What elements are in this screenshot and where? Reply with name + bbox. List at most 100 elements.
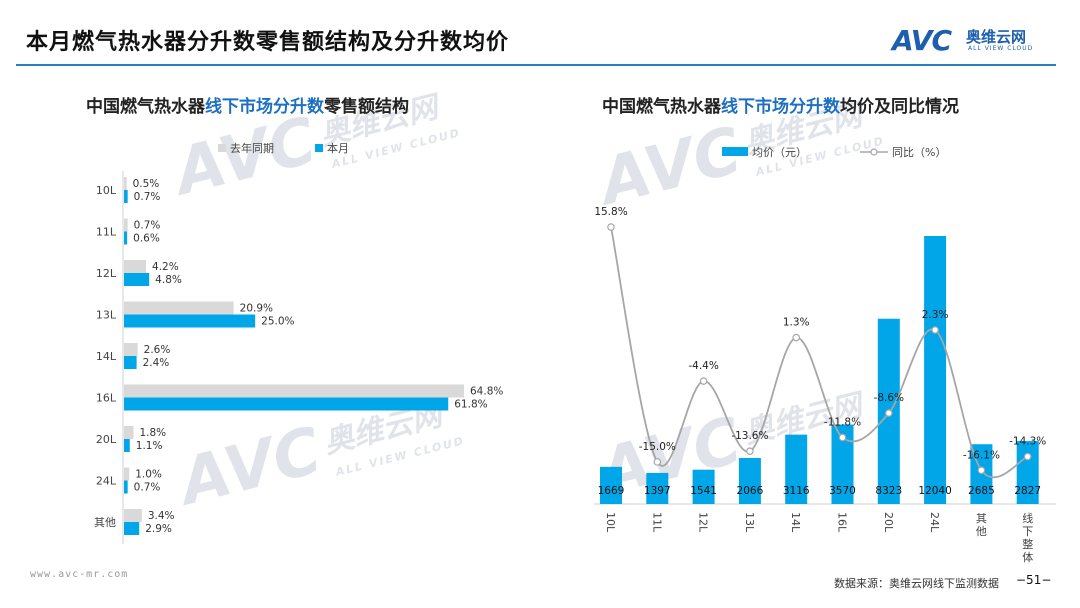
data-label-avg-price: 1541: [690, 485, 717, 497]
right-chart-title: 中国燃气热水器线下市场分升数均价及同比情况: [602, 92, 959, 117]
data-label-avg-price: 3116: [783, 485, 810, 497]
yoy-marker: [838, 433, 847, 442]
data-label-avg-price: 3570: [829, 485, 856, 497]
left-category-label: 其他: [94, 516, 116, 529]
data-label-this-month: 25.0%: [261, 316, 294, 328]
data-label-this-month: 4.8%: [155, 274, 182, 286]
right-category-label: 10L: [604, 512, 617, 533]
right-chart-title-part2: 线下市场分升数: [721, 97, 840, 117]
data-label-last-year: 0.7%: [134, 220, 161, 232]
data-label-last-year: 4.2%: [152, 261, 179, 273]
data-label-this-month: 2.9%: [145, 523, 172, 535]
title-underline: [16, 64, 1056, 66]
logo-brand: 奥维云网: [966, 28, 1027, 46]
data-label-yoy: -8.6%: [874, 392, 904, 404]
bar-this-month: [124, 480, 128, 494]
data-label-avg-price: 1669: [598, 485, 625, 497]
bar-last-year: [124, 343, 138, 356]
yoy-marker: [1023, 452, 1032, 461]
bar-avg-price: [738, 458, 761, 504]
right-category-label: 16L: [836, 512, 849, 533]
left-category-label: 10L: [96, 184, 117, 197]
bar-avg-price: [692, 469, 715, 504]
data-label-yoy: 1.3%: [783, 317, 810, 329]
data-label-avg-price: 12040: [918, 485, 951, 497]
left-category-label: 12L: [96, 267, 117, 280]
data-label-avg-price: 1397: [644, 485, 671, 497]
bar-avg-price: [785, 434, 808, 504]
bar-last-year: [124, 260, 147, 273]
legend-swatch-this-month: [315, 144, 323, 152]
data-label-avg-price: 8323: [875, 485, 902, 497]
bar-last-year: [124, 177, 127, 190]
yoy-marker: [653, 458, 662, 466]
legend-swatch-last-year: [218, 144, 226, 152]
data-label-yoy: -13.6%: [731, 430, 768, 442]
left-chart-title-part1: 中国燃气热水器: [86, 97, 205, 117]
footer-url: www.avc-mr.com: [30, 569, 129, 580]
data-label-yoy: -11.8%: [824, 416, 861, 428]
legend-label-yoy: 同比（%）: [892, 146, 946, 159]
data-source: 数据来源：奥维云网线下监测数据: [834, 577, 999, 590]
data-label-last-year: 1.8%: [139, 427, 166, 439]
bar-avg-price: [600, 466, 622, 504]
data-label-this-month: 0.6%: [133, 233, 160, 245]
data-label-last-year: 2.6%: [144, 344, 171, 356]
page-number: −51−: [1016, 573, 1052, 587]
data-label-last-year: 3.4%: [148, 510, 175, 522]
right-category-label: 线下整体: [1022, 511, 1033, 564]
right-category-label: 11L: [650, 512, 663, 533]
bar-last-year: [124, 426, 134, 439]
data-label-yoy: -16.1%: [963, 449, 1000, 461]
yoy-marker: [699, 377, 708, 385]
bar-this-month: [124, 356, 137, 369]
yoy-line: [610, 226, 1029, 479]
bar-this-month: [124, 522, 140, 535]
data-label-avg-price: 2066: [737, 485, 764, 497]
yoy-marker: [792, 333, 801, 342]
page-title: 本月燃气热水器分升数零售额结构及分升数均价: [26, 30, 510, 55]
bar-last-year: [124, 384, 464, 398]
right-chart-title-part3: 均价及同比情况: [840, 97, 959, 117]
data-label-yoy: 15.8%: [594, 206, 627, 218]
bar-this-month: [124, 231, 128, 245]
legend-label-this-month: 本月: [327, 141, 349, 155]
left-category-label: 24L: [96, 475, 117, 488]
data-label-yoy: -14.3%: [1009, 436, 1046, 448]
left-chart-title: 中国燃气热水器线下市场分升数零售额结构: [86, 92, 409, 117]
data-label-yoy: -4.4%: [688, 360, 718, 372]
data-label-last-year: 0.5%: [133, 178, 160, 190]
data-label-this-month: 0.7%: [134, 191, 161, 203]
data-label-this-month: 61.8%: [454, 399, 487, 411]
right-category-label: 12L: [697, 512, 710, 533]
yoy-marker: [607, 223, 615, 231]
bar-avg-price: [646, 472, 669, 504]
yoy-marker: [977, 466, 986, 475]
data-label-this-month: 0.7%: [134, 482, 161, 494]
bar-avg-price: [924, 236, 947, 504]
data-label-yoy: -15.0%: [639, 441, 676, 453]
left-category-label: 14L: [96, 350, 117, 363]
legend-swatch-avg-price: [722, 147, 748, 156]
bar-last-year: [124, 218, 128, 232]
right-category-label: 24L: [928, 512, 941, 533]
bar-this-month: [124, 190, 128, 203]
right-category-label: 其他: [976, 512, 987, 538]
data-label-yoy: 2.3%: [922, 309, 949, 321]
bar-this-month: [124, 314, 256, 328]
bar-this-month: [124, 273, 150, 286]
data-label-this-month: 1.1%: [136, 440, 163, 452]
bar-this-month: [124, 397, 449, 411]
right-category-label: 14L: [789, 512, 802, 533]
bar-last-year: [124, 301, 234, 315]
data-label-avg-price: 2685: [968, 485, 995, 497]
left-chart-title-part2: 线下市场分升数: [205, 97, 324, 117]
data-label-last-year: 1.0%: [135, 469, 162, 481]
yoy-marker: [884, 409, 893, 417]
yoy-marker: [746, 447, 754, 456]
data-label-last-year: 64.8%: [470, 386, 503, 398]
logo-mark: AVC: [892, 24, 952, 57]
yoy-marker: [931, 326, 939, 334]
avc-logo: AVC 奥维云网 ALL VIEW CLOUD: [892, 24, 1062, 57]
